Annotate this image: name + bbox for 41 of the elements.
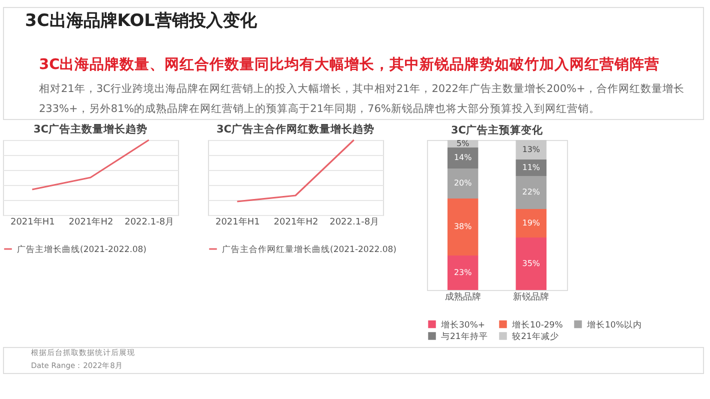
bar <box>516 176 547 209</box>
data-label: 35% <box>522 258 540 268</box>
bar <box>447 256 478 290</box>
bar <box>447 168 478 198</box>
data-label: 14% <box>454 153 472 162</box>
legend-label: 较21年减少 <box>512 331 559 342</box>
x-tick-label: 成熟品牌 <box>444 292 481 302</box>
data-label: 13% <box>522 144 540 154</box>
bar <box>447 148 478 168</box>
legend-label: 增长30%+ <box>440 319 486 330</box>
text: 3C出海品牌KOL营销投入变化 <box>25 11 258 31</box>
bar <box>516 160 547 176</box>
legend-label: 增长10-29% <box>511 319 563 330</box>
text: 233%+，另外81%的成熟品牌在网红营销上的预算高于21年同期，76%新锐品牌也将大部分预算投入到网红营销。 <box>39 102 600 115</box>
data-label: 38% <box>454 222 472 231</box>
bar <box>516 238 547 290</box>
legend-label: 广告主增长曲线(2021-2022.08) <box>17 244 146 255</box>
chart-title: 3C广告主预算变化 <box>450 123 544 136</box>
bar <box>516 140 547 160</box>
x-tick-label: 2022.1-8月 <box>330 218 380 228</box>
chart-title: 3C广告主数量增长趋势 <box>33 122 148 136</box>
x-tick-label: 2021年H2 <box>68 216 114 228</box>
chart-title: 3C广告主合作网红数量增长趋势 <box>216 122 375 136</box>
data-label: 5% <box>456 138 470 148</box>
legend-label: 与21年持平 <box>441 331 488 342</box>
text: 相对21年，3C行业跨境出海品牌在网红营销上的投入大幅增长，其中相对21年，2022年广告主数量增长200%+，合作网红数量增长 <box>39 82 684 95</box>
data-label: 11% <box>522 162 540 172</box>
x-tick-label: 新锐品牌 <box>513 292 550 302</box>
x-tick-label: 2022.1-8月 <box>124 218 174 228</box>
bar <box>447 198 478 256</box>
x-tick-label: 2021年H1 <box>215 216 260 228</box>
x-tick-label: 2021年H1 <box>10 216 55 228</box>
data-label: 22% <box>522 188 540 196</box>
text: 3C出海品牌数量、网红合作数量同比均有大幅增长，其中新锐品牌势如破竹加入网红营销阵营 <box>39 55 660 73</box>
x-tick-label: 2021年H2 <box>274 216 318 228</box>
data-label: 20% <box>454 178 472 188</box>
data-label: 23% <box>454 268 472 277</box>
legend-label: 增长10%以内 <box>586 319 642 330</box>
bar <box>516 209 547 238</box>
data-label: 19% <box>522 218 540 228</box>
legend-label: 广告主合作网红量增长曲线(2021-2022.08) <box>222 244 396 255</box>
